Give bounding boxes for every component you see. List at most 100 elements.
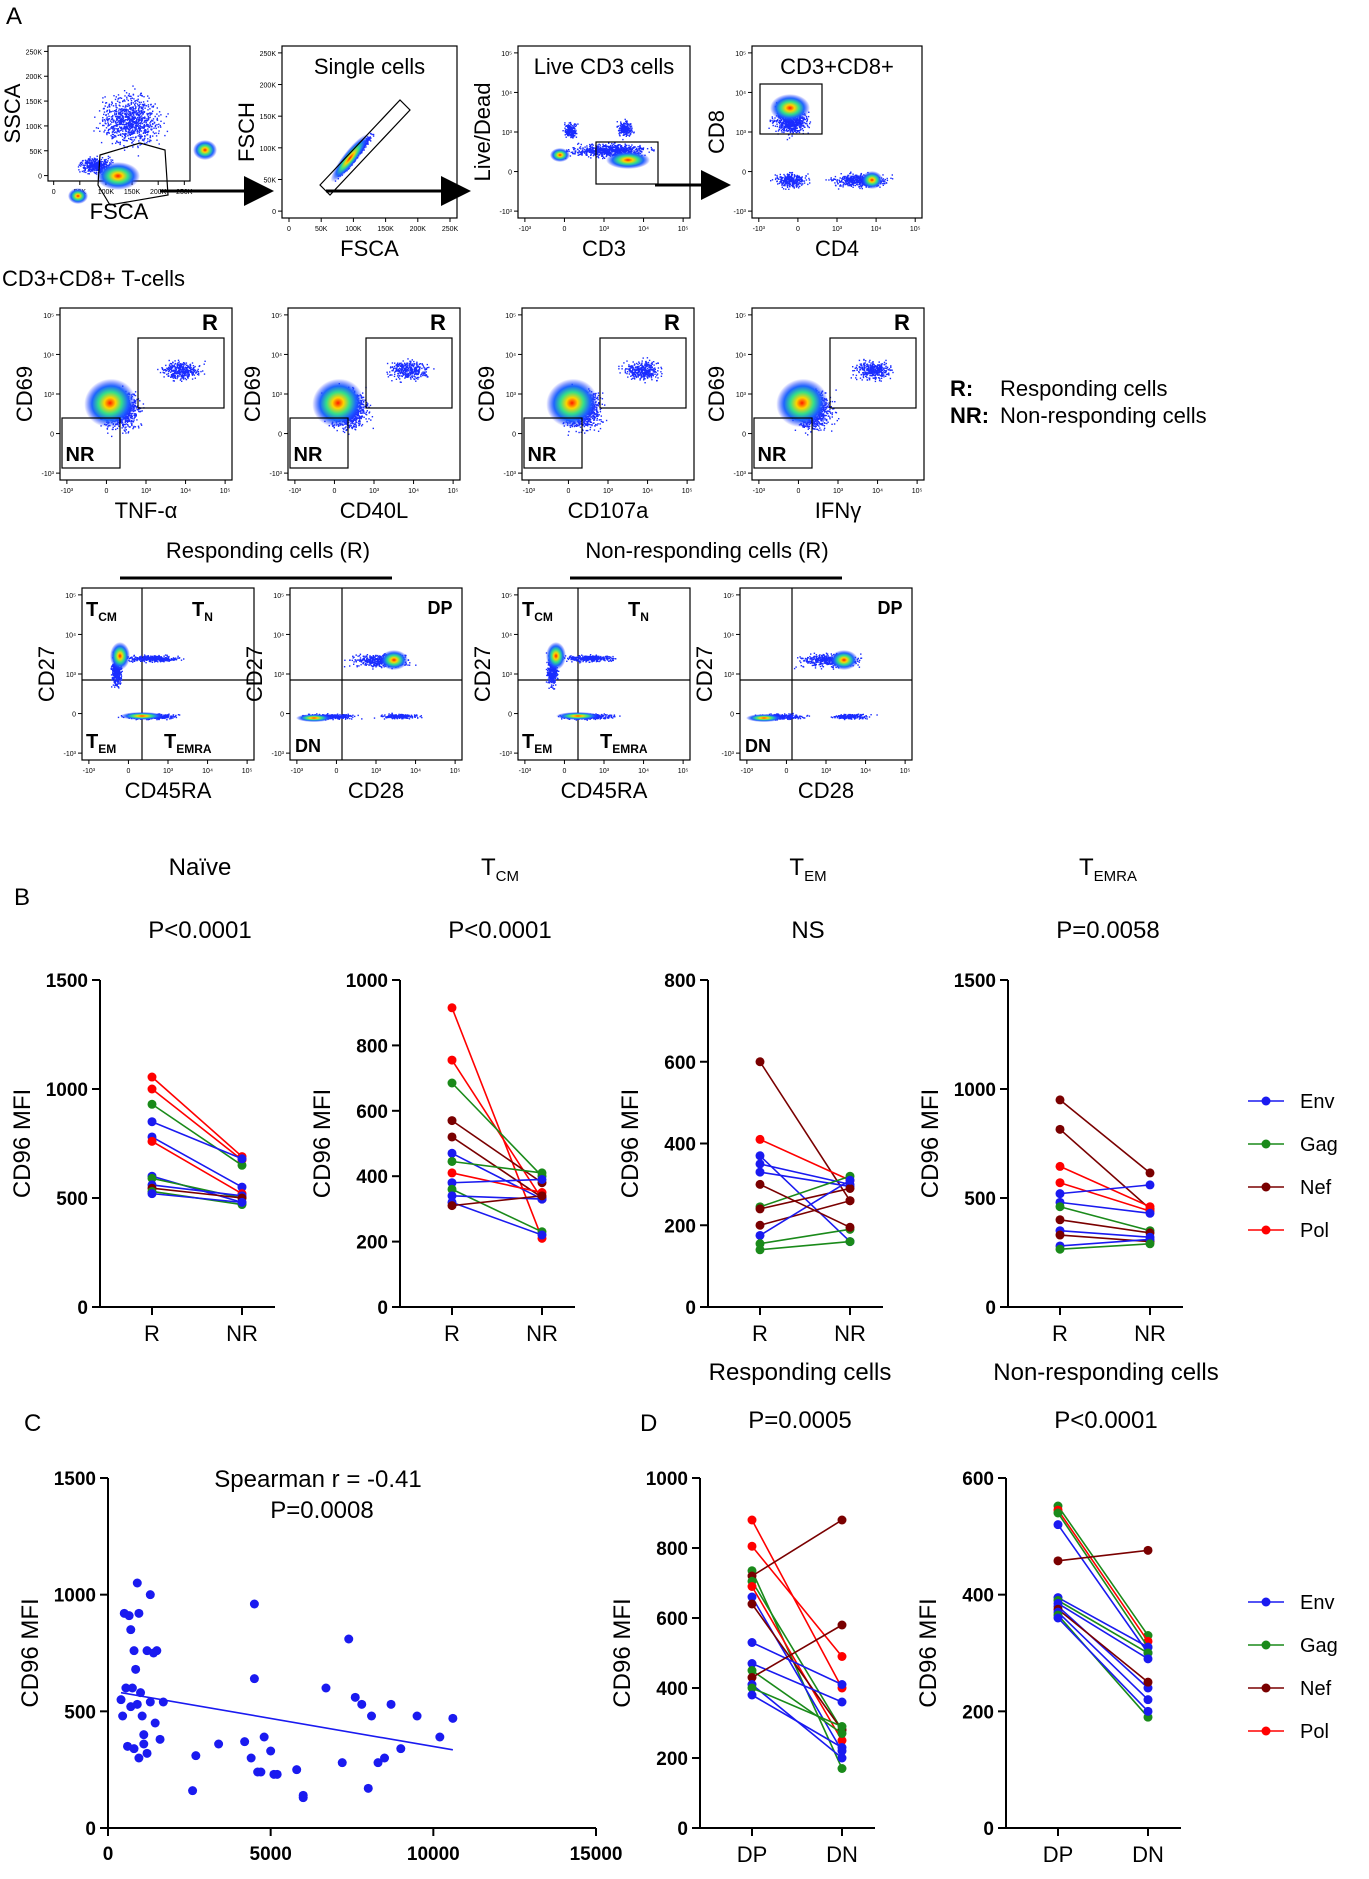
event-dot bbox=[121, 109, 124, 111]
event-dot bbox=[623, 149, 625, 152]
event-dot bbox=[613, 150, 616, 153]
event-dot bbox=[121, 427, 123, 429]
event-dot bbox=[130, 123, 133, 125]
event-dot bbox=[603, 148, 605, 150]
event-dot bbox=[112, 119, 114, 121]
event-dot bbox=[141, 110, 143, 112]
event-dot bbox=[571, 136, 573, 138]
event-dot bbox=[134, 108, 136, 110]
event-dot bbox=[779, 125, 781, 127]
y-axis-label: FSCH bbox=[234, 102, 259, 162]
event-dot bbox=[117, 116, 119, 119]
event-dot bbox=[641, 148, 643, 150]
event-dot bbox=[111, 101, 113, 103]
event-dot bbox=[620, 121, 622, 123]
event-dot bbox=[125, 113, 128, 116]
event-dot bbox=[882, 174, 884, 176]
event-dot bbox=[780, 125, 783, 127]
event-dot bbox=[565, 136, 567, 138]
y-tick-label: 10⁵ bbox=[43, 313, 54, 320]
event-dot bbox=[592, 150, 594, 152]
event-dot bbox=[134, 129, 137, 131]
event-dot bbox=[144, 119, 146, 121]
event-dot bbox=[611, 142, 613, 145]
event-dot bbox=[119, 129, 121, 132]
event-dot bbox=[154, 124, 157, 127]
event-dot bbox=[784, 178, 786, 181]
event-dot bbox=[84, 159, 87, 161]
event-dot bbox=[91, 158, 93, 160]
event-dot bbox=[125, 122, 127, 124]
event-dot bbox=[564, 134, 566, 136]
event-dot bbox=[796, 127, 798, 129]
event-dot bbox=[130, 102, 132, 104]
event-dot bbox=[564, 124, 566, 126]
event-dot bbox=[570, 131, 573, 133]
event-dot bbox=[787, 178, 789, 180]
event-dot bbox=[794, 181, 797, 183]
event-dot bbox=[567, 128, 570, 131]
event-dot bbox=[626, 120, 628, 122]
event-dot bbox=[128, 130, 130, 133]
event-dot bbox=[627, 149, 630, 151]
event-dot bbox=[619, 124, 621, 127]
event-dot bbox=[625, 149, 627, 152]
event-dot bbox=[149, 112, 152, 114]
event-dot bbox=[855, 179, 857, 181]
event-dot bbox=[781, 186, 783, 188]
event-dot bbox=[567, 124, 569, 126]
event-dot bbox=[155, 132, 157, 134]
event-dot bbox=[83, 171, 85, 173]
event-dot bbox=[624, 118, 626, 121]
event-dot bbox=[566, 125, 568, 127]
event-dot bbox=[139, 119, 141, 121]
event-dot bbox=[111, 126, 113, 128]
event-dot bbox=[94, 165, 96, 167]
event-dot bbox=[641, 151, 643, 153]
event-dot bbox=[783, 173, 785, 176]
event-dot bbox=[791, 184, 793, 187]
x-tick-label: 100K bbox=[345, 226, 362, 233]
event-dot bbox=[133, 114, 135, 116]
event-dot bbox=[769, 119, 771, 121]
event-dot bbox=[97, 169, 99, 171]
event-dot bbox=[112, 105, 115, 107]
event-dot bbox=[790, 127, 792, 130]
event-dot bbox=[87, 166, 89, 168]
event-dot bbox=[774, 125, 777, 127]
event-dot bbox=[123, 99, 125, 101]
event-dot bbox=[840, 185, 842, 187]
event-dot bbox=[112, 130, 114, 132]
event-dot bbox=[139, 137, 141, 140]
event-dot bbox=[796, 123, 798, 125]
event-dot bbox=[570, 132, 573, 134]
event-dot bbox=[93, 158, 96, 161]
event-dot bbox=[122, 130, 124, 132]
event-dot bbox=[122, 139, 124, 141]
event-dot bbox=[596, 149, 599, 151]
event-dot bbox=[130, 100, 133, 102]
event-dot bbox=[124, 106, 126, 108]
event-dot bbox=[609, 147, 611, 149]
event-dot bbox=[133, 118, 135, 120]
event-dot bbox=[111, 131, 114, 133]
event-dot bbox=[125, 92, 128, 94]
event-dot bbox=[107, 155, 110, 158]
y-tick-label: 50K bbox=[30, 149, 43, 156]
event-dot bbox=[138, 133, 141, 135]
event-dot bbox=[856, 178, 858, 180]
event-dot bbox=[843, 183, 845, 186]
event-dot bbox=[103, 161, 105, 164]
event-dot bbox=[575, 136, 578, 138]
event-dot bbox=[596, 146, 599, 148]
event-dot bbox=[631, 150, 633, 152]
event-dot bbox=[108, 132, 110, 134]
event-dot bbox=[128, 124, 131, 126]
event-dot bbox=[784, 127, 787, 129]
event-dot bbox=[798, 130, 800, 132]
event-dot bbox=[622, 122, 625, 125]
event-dot bbox=[124, 115, 127, 118]
event-dot bbox=[140, 125, 142, 128]
event-dot bbox=[138, 125, 140, 127]
event-dot bbox=[149, 124, 151, 126]
